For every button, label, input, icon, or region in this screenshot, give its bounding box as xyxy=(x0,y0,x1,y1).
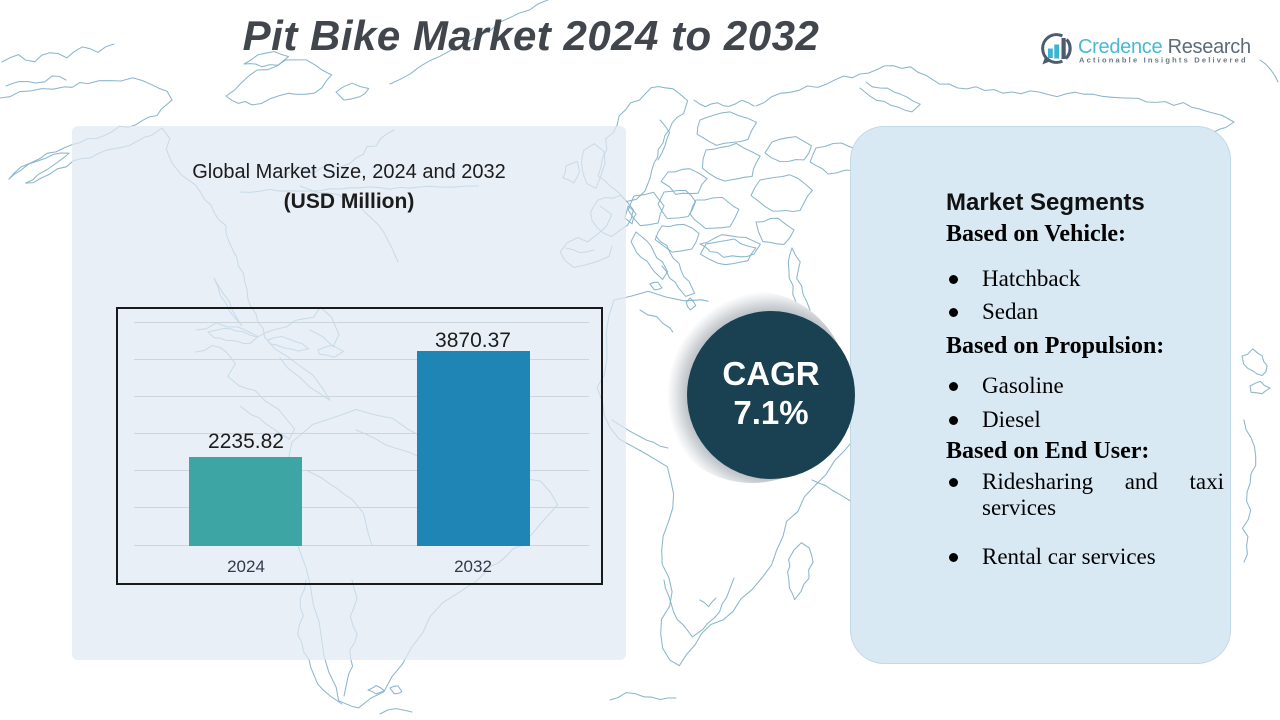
svg-text:Credence Research: Credence Research xyxy=(1078,36,1251,58)
svg-text:Actionable Insights Delivered: Actionable Insights Delivered xyxy=(1079,56,1248,65)
